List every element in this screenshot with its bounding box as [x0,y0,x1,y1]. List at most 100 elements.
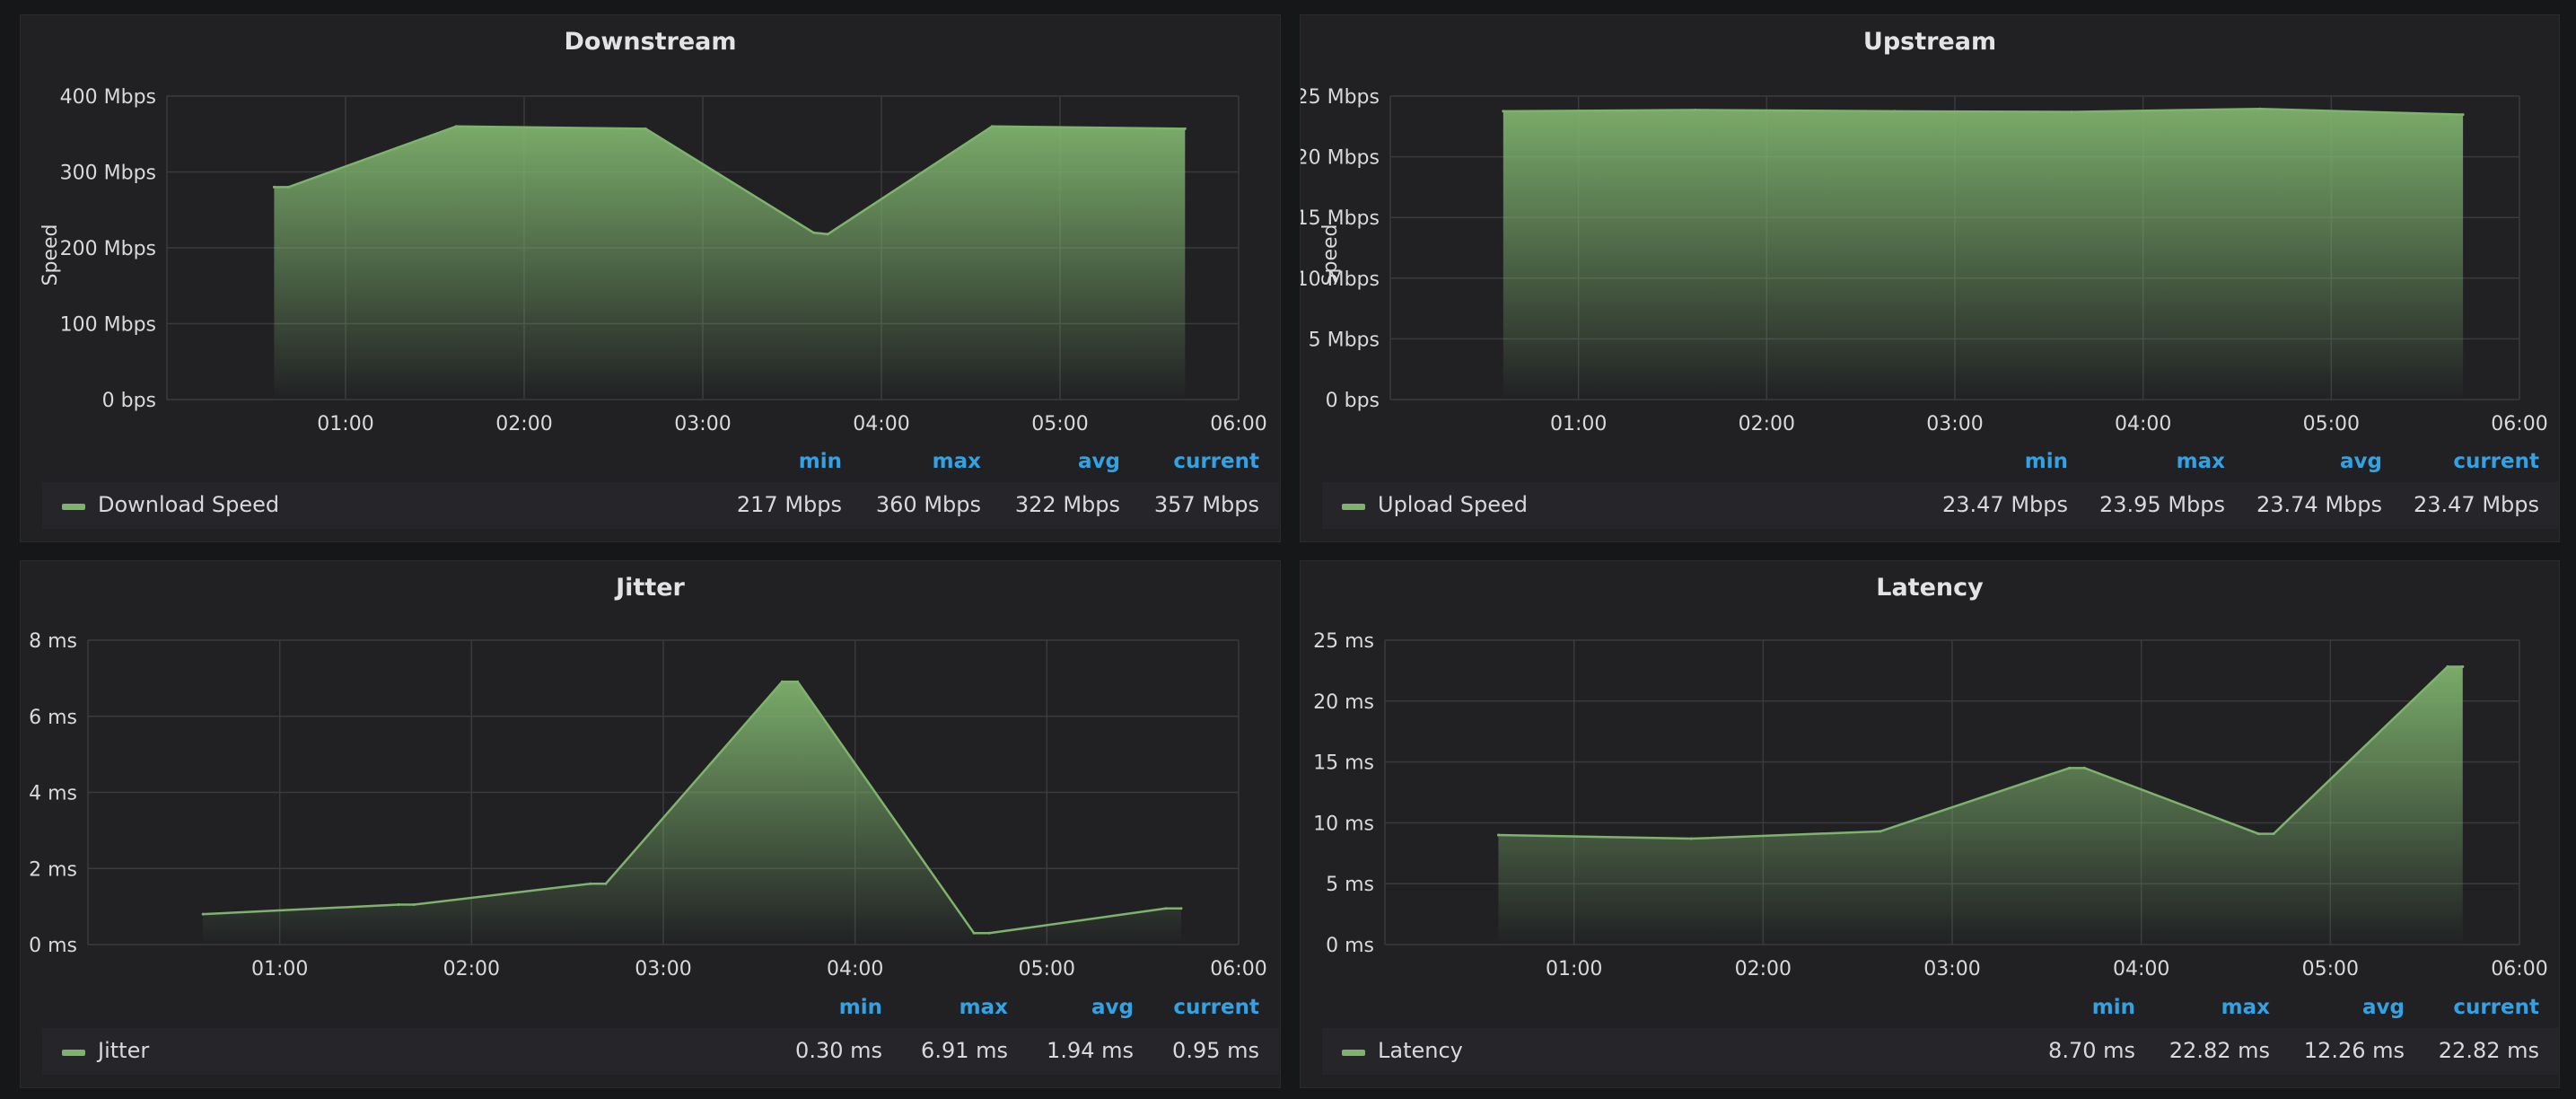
legend-header-min[interactable]: min [798,450,842,473]
legend-min-value: 0.30 ms [795,1038,882,1063]
data-point[interactable] [397,903,400,907]
upstream-chart[interactable]: 0 bps 5 Mbps 10 Mbps 15 Mbps 20 Mbps 25 Mbps 0… [1301,15,2561,543]
legend-header-avg[interactable]: avg [1091,996,1134,1019]
legend-series-name[interactable]: Download Speed [98,492,280,517]
legend-series-name[interactable]: Latency [1378,1038,1463,1063]
y-tick-label: 5 Mbps [1309,329,1380,351]
data-point[interactable] [1694,109,1697,112]
x-tick-label: 05:00 [1031,413,1088,435]
legend-current-value: 23.47 Mbps [2413,492,2539,517]
series-swatch[interactable] [62,1050,85,1056]
x-tick-label: 03:00 [1926,413,1983,435]
series-area[interactable] [274,126,1186,400]
legend-header-min[interactable]: min [838,996,882,1019]
data-point[interactable] [644,127,647,130]
jitter-chart[interactable]: 0 ms 2 ms 4 ms 6 ms 8 ms 01:00 02:00 03:00 04:00… [21,561,1282,1089]
legend-header-current[interactable]: current [2453,450,2539,473]
data-point[interactable] [2461,665,2465,669]
legend-header-min[interactable]: min [2024,450,2068,473]
series-swatch[interactable] [1342,504,1365,510]
legend-header-current[interactable]: current [1173,996,1259,1019]
legend-header-max[interactable]: max [2221,996,2270,1019]
legend-current-value: 357 Mbps [1153,492,1259,517]
data-point[interactable] [826,233,829,236]
series-area[interactable] [1498,666,2463,945]
legend-row[interactable]: Upload Speed 23.47 Mbps 23.95 Mbps 23.74… [1322,482,2558,529]
data-point[interactable] [2446,665,2449,669]
data-point[interactable] [272,185,276,189]
legend-header-avg[interactable]: avg [1078,450,1120,473]
data-point[interactable] [2256,832,2260,836]
x-tick-label: 02:00 [1735,958,1792,980]
legend-row[interactable]: Download Speed 217 Mbps 360 Mbps 322 Mbp… [42,482,1279,529]
data-point[interactable] [2068,766,2072,769]
panel-title[interactable]: Downstream [564,28,737,56]
series-area[interactable] [203,681,1181,945]
data-point[interactable] [987,931,991,935]
data-point[interactable] [780,680,784,683]
data-point[interactable] [454,125,458,128]
data-point[interactable] [1496,833,1500,837]
legend-current-value: 22.82 ms [2438,1038,2539,1063]
data-point[interactable] [2258,107,2262,110]
data-point[interactable] [201,912,205,916]
data-point[interactable] [2082,766,2086,769]
legend-header-avg[interactable]: avg [2340,450,2382,473]
series-swatch[interactable] [1342,1050,1365,1056]
x-tick-label: 01:00 [1546,958,1602,980]
y-tick-label: 400 Mbps [60,86,156,109]
data-point[interactable] [1893,110,1897,113]
data-point[interactable] [286,185,290,189]
legend-header-min[interactable]: min [2091,996,2135,1019]
legend-header-max[interactable]: max [2176,450,2225,473]
panel-title[interactable]: Jitter [616,574,685,602]
y-axis-label: Speed [39,224,62,286]
data-point[interactable] [2461,113,2465,117]
legend-row[interactable]: Latency 8.70 ms 22.82 ms 12.26 ms 22.82 … [1322,1028,2558,1075]
latency-panel: Latency 0 ms 5 ms 10 ms 15 ms 20 ms 25 ms 01:0… [1300,560,2560,1088]
legend-header-current[interactable]: current [1173,450,1259,473]
y-tick-label: 200 Mbps [60,238,156,260]
series-swatch[interactable] [62,504,85,510]
legend-row[interactable]: Jitter 0.30 ms 6.91 ms 1.94 ms 0.95 ms [42,1028,1279,1075]
legend-max-value: 6.91 ms [921,1038,1008,1063]
downstream-chart[interactable]: 0 bps 100 Mbps 200 Mbps 300 Mbps 400 Mbps 01:… [21,15,1282,543]
y-tick-label: 300 Mbps [60,163,156,185]
jitter-panel: Jitter 0 ms 2 ms 4 ms 6 ms 8 ms 01:00 02:00 03:… [20,560,1281,1088]
data-point[interactable] [1183,127,1187,130]
data-point[interactable] [589,882,592,885]
data-point[interactable] [1502,110,1505,113]
legend-max-value: 23.95 Mbps [2098,492,2225,517]
legend-series-name[interactable]: Jitter [98,1038,150,1063]
data-point[interactable] [412,903,416,907]
legend-header-max[interactable]: max [959,996,1008,1019]
data-point[interactable] [1879,830,1882,833]
x-tick-label: 04:00 [853,413,909,435]
data-point[interactable] [1689,837,1693,840]
data-point[interactable] [990,125,994,128]
data-point[interactable] [2070,110,2073,114]
latency-chart[interactable]: 0 ms 5 ms 10 ms 15 ms 20 ms 25 ms 01:00 02:00 03… [1301,561,2561,1089]
x-tick-label: 03:00 [635,958,691,980]
data-point[interactable] [1164,907,1168,910]
legend-series-name[interactable]: Upload Speed [1378,492,1528,517]
data-point[interactable] [796,680,800,683]
x-tick-label: 03:00 [1923,958,1980,980]
data-point[interactable] [972,931,976,935]
series-line[interactable] [1503,107,2464,116]
x-tick-label: 05:00 [1019,958,1075,980]
series-area[interactable] [1503,109,2464,400]
panel-title[interactable]: Latency [1876,574,1984,602]
data-point[interactable] [2272,832,2275,836]
panel-title[interactable]: Upstream [1862,28,1997,56]
legend-header-current[interactable]: current [2453,996,2539,1019]
legend-header-avg[interactable]: avg [2362,996,2405,1019]
y-tick-label: 15 ms [1313,752,1374,775]
data-point[interactable] [604,882,608,885]
series-line[interactable] [274,125,1186,236]
data-point[interactable] [1179,907,1183,910]
legend-max-value: 360 Mbps [875,492,981,517]
data-point[interactable] [811,231,815,234]
y-tick-label: 20 ms [1313,691,1374,714]
legend-header-max[interactable]: max [932,450,981,473]
